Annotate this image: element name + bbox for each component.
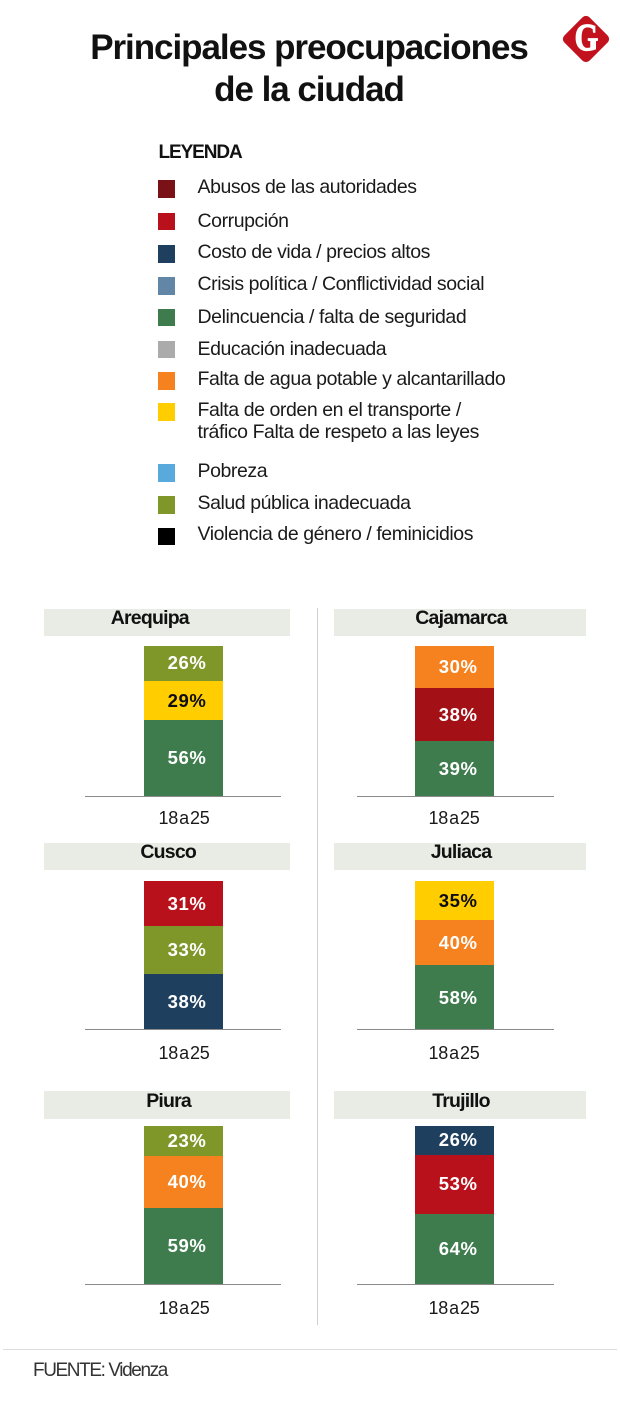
svg-text:G: G bbox=[575, 17, 599, 59]
